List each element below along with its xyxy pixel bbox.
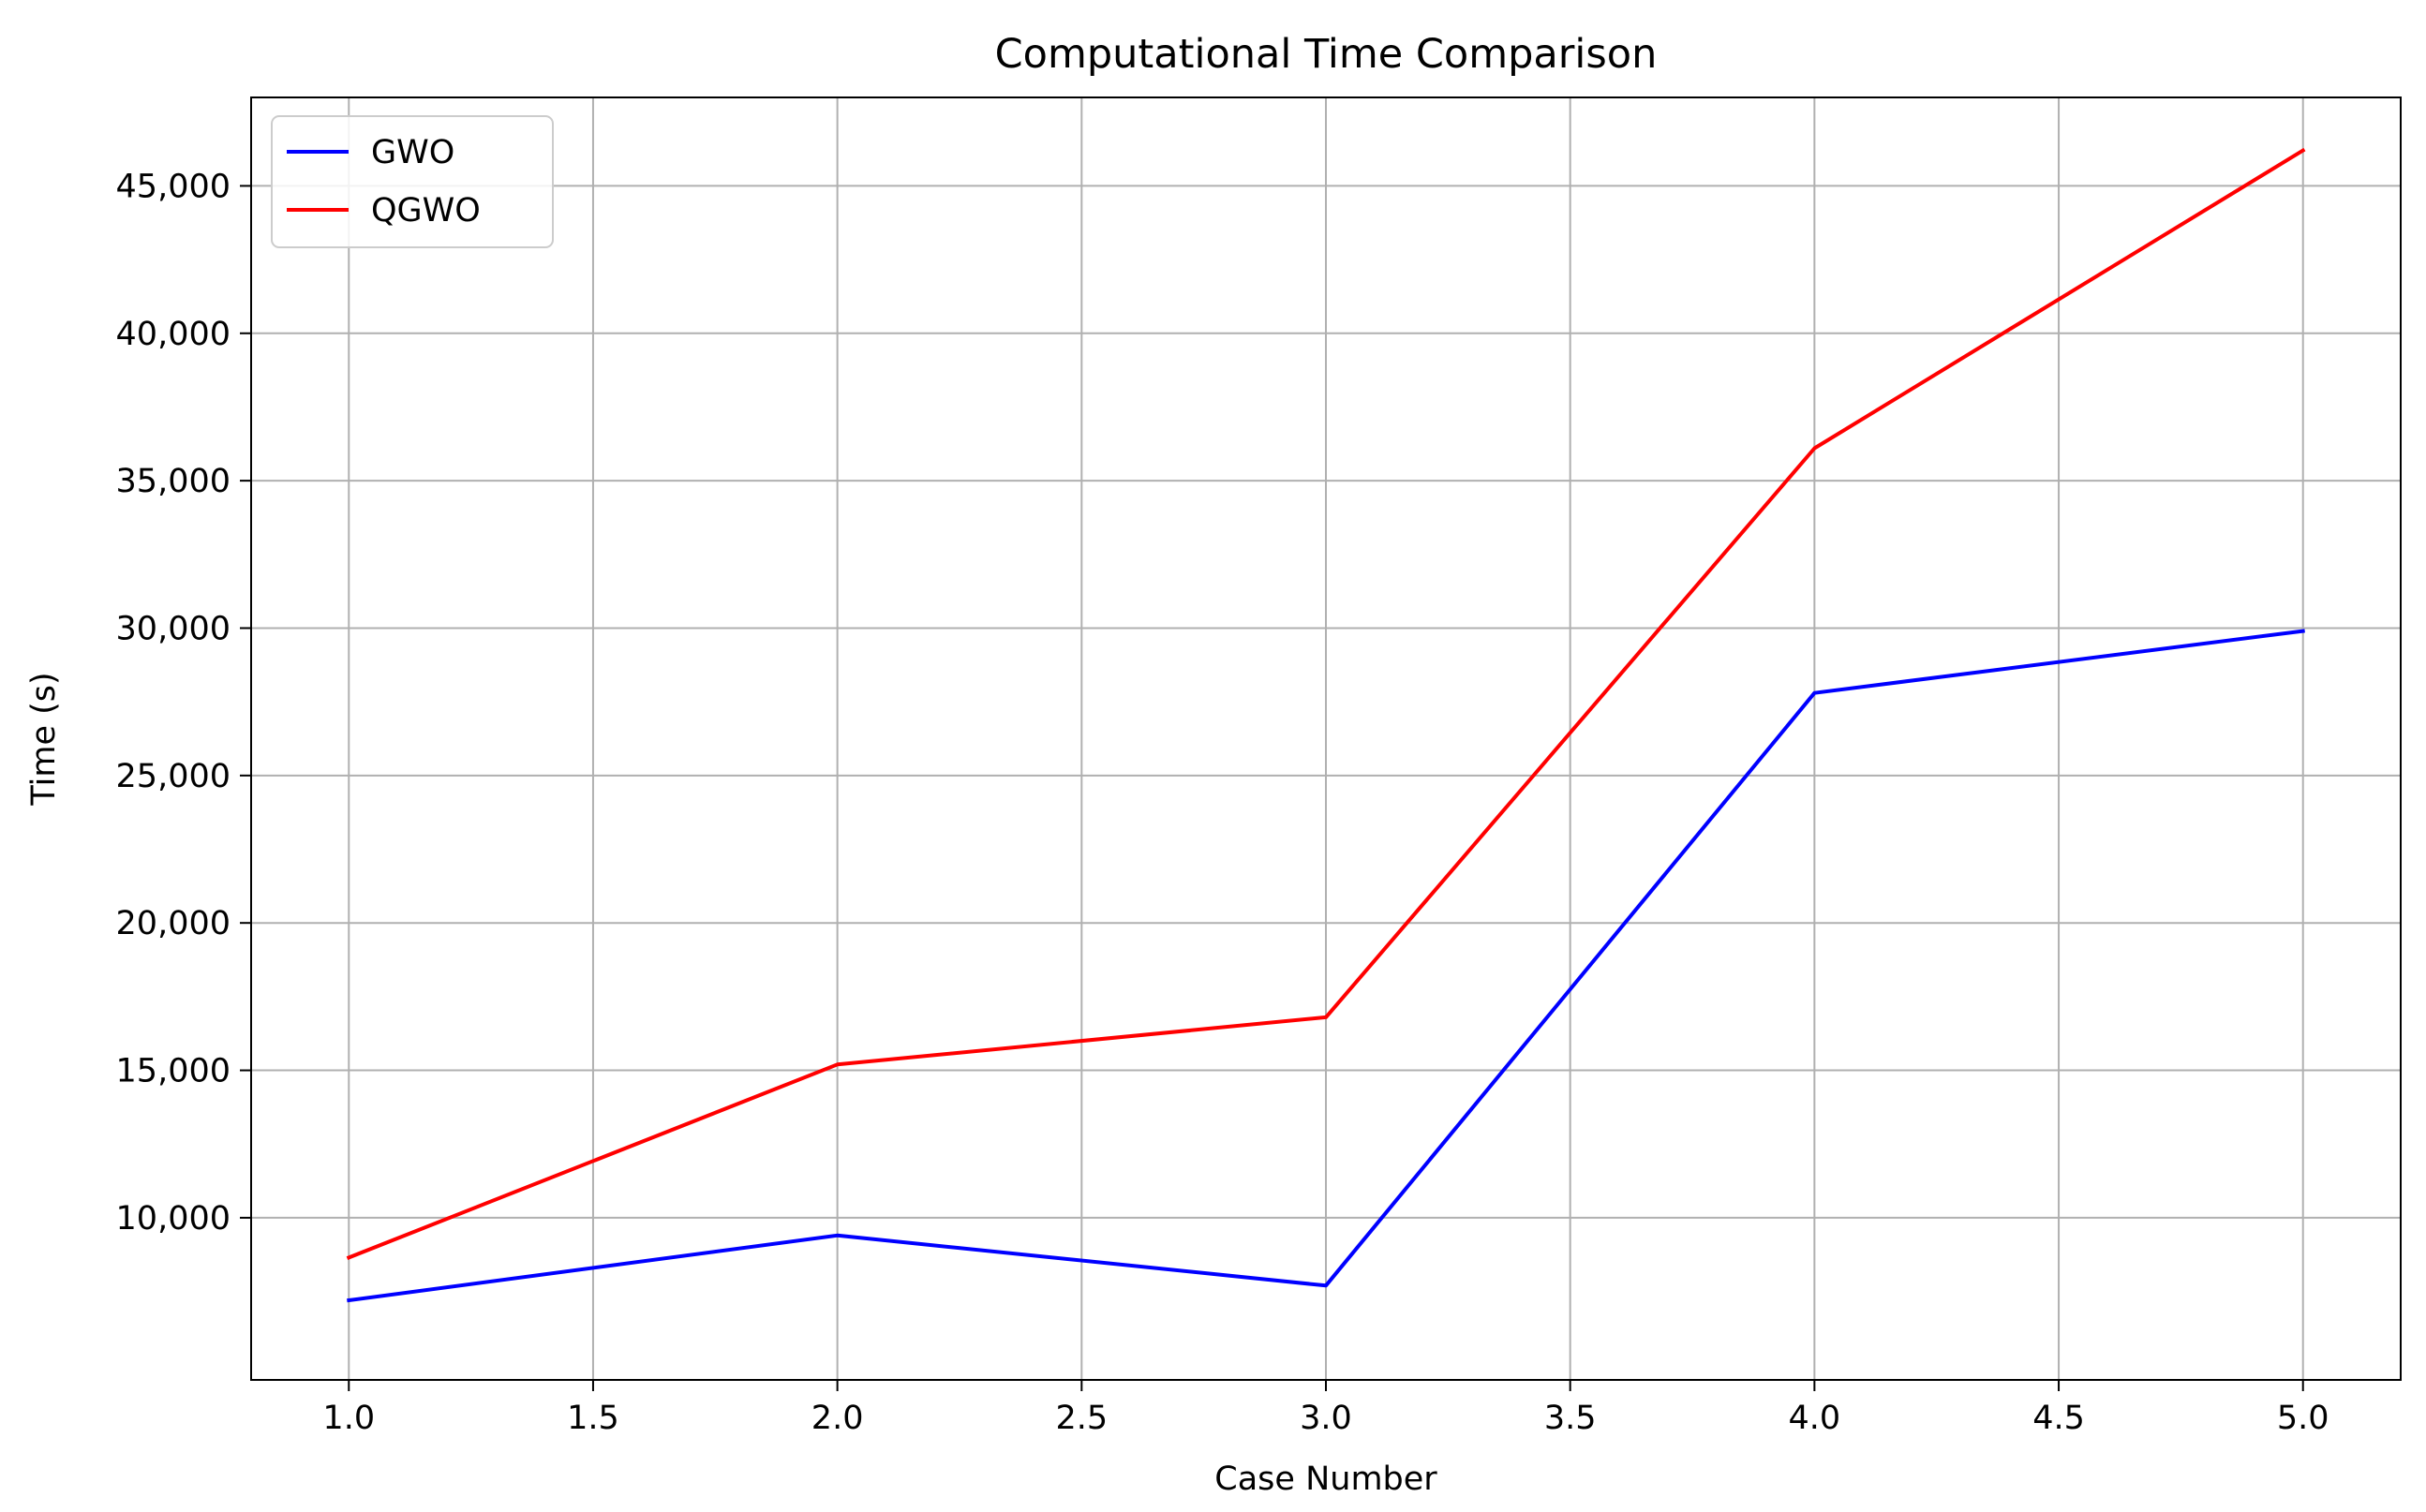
x-tick-label: 2.0: [811, 1400, 864, 1437]
grid: [251, 97, 2401, 1380]
legend-box: [271, 115, 554, 248]
legend-label-qgwo: QGWO: [371, 192, 481, 230]
y-axis-title: Time (s): [25, 672, 63, 806]
series-line-qgwo: [346, 147, 2306, 1260]
y-tick-label: 45,000: [116, 168, 231, 205]
x-axis-title: Case Number: [1214, 1460, 1437, 1498]
chart-title: Computational Time Comparison: [995, 31, 1658, 78]
series-line-gwo: [347, 629, 2305, 1303]
y-tick-label: 15,000: [116, 1053, 231, 1090]
y-tick-label: 10,000: [116, 1200, 231, 1238]
y-tick-label: 25,000: [116, 758, 231, 795]
y-tick-label: 20,000: [116, 905, 231, 942]
x-tick-label: 1.0: [322, 1400, 375, 1437]
x-tick-label: 5.0: [2277, 1400, 2329, 1437]
x-tick-label: 4.0: [1789, 1400, 1841, 1437]
x-tick-label: 3.0: [1300, 1400, 1352, 1437]
x-tick-label: 2.5: [1055, 1400, 1108, 1437]
series-layer: [346, 147, 2306, 1303]
legend-label-gwo: GWO: [371, 134, 454, 171]
y-tick-label: 35,000: [116, 463, 231, 500]
legend: GWO QGWO: [271, 115, 554, 248]
x-tick-label: 3.5: [1544, 1400, 1597, 1437]
y-tick-label: 30,000: [116, 610, 231, 647]
x-axis-ticks: 1.0 1.5 2.0 2.5 3.0 3.5 4.0 4.5 5.0: [322, 1380, 2329, 1437]
y-axis-ticks: 10,000 15,000 20,000 25,000 30,000 35,000 40,0…: [116, 168, 251, 1238]
y-tick-label: 40,000: [116, 316, 231, 353]
x-tick-label: 1.5: [567, 1400, 619, 1437]
x-tick-label: 4.5: [2032, 1400, 2085, 1437]
